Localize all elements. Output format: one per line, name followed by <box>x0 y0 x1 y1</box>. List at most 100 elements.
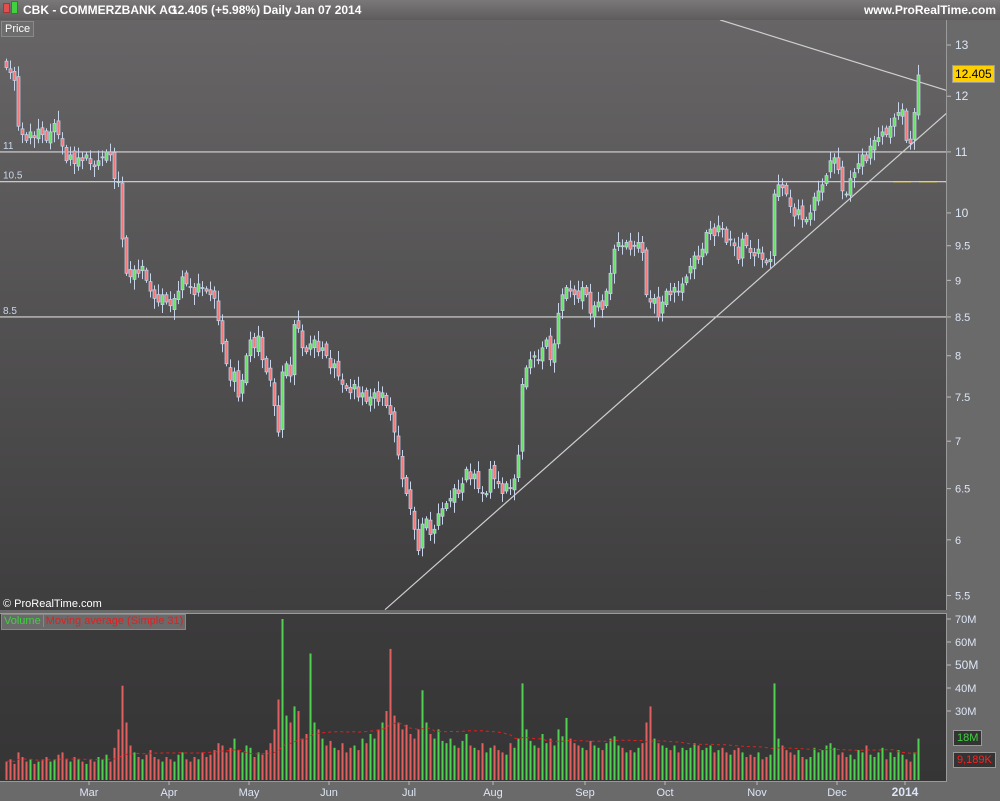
x-axis <box>0 781 947 801</box>
candle-down <box>288 364 293 377</box>
candle-up <box>464 468 469 481</box>
volume-bar <box>105 754 108 780</box>
candle-down <box>12 71 17 81</box>
candle-down <box>208 289 213 296</box>
volume-bar <box>833 747 836 780</box>
price-tick-label: 11 <box>955 145 968 159</box>
volume-bar <box>437 729 440 780</box>
candle-down <box>736 246 741 260</box>
candle-up <box>728 238 733 241</box>
candle-up <box>888 125 893 138</box>
candle-down <box>304 347 309 353</box>
price-tick-label: 7 <box>955 436 961 448</box>
volume-bar <box>209 754 212 780</box>
volume-bar <box>333 747 336 780</box>
candle-down <box>328 357 333 369</box>
volume-bar <box>373 738 376 780</box>
volume-bar <box>745 757 748 780</box>
candle-up <box>676 290 681 293</box>
volume-bar <box>737 747 740 780</box>
volume-bar <box>253 757 256 780</box>
volume-bar <box>909 761 912 780</box>
volume-bar <box>545 743 548 780</box>
volume-bar <box>117 729 120 780</box>
volume-bar <box>153 757 156 780</box>
volume-bar <box>917 738 920 780</box>
candle-up <box>160 294 165 305</box>
volume-bar <box>873 757 876 780</box>
volume-bar <box>697 745 700 780</box>
candle-up <box>852 172 857 178</box>
volume-bar <box>785 750 788 780</box>
brand-link[interactable]: www.ProRealTime.com <box>863 3 996 17</box>
candle-down <box>224 340 229 365</box>
volume-bar <box>197 759 200 780</box>
volume-bar <box>113 747 116 780</box>
price-panel[interactable] <box>0 20 947 610</box>
volume-bar <box>321 738 324 780</box>
candle-up <box>592 305 597 318</box>
volume-bar <box>577 745 580 780</box>
volume-bar <box>565 717 568 780</box>
candle-up <box>48 131 53 144</box>
candle-up <box>768 259 773 262</box>
volume-bar <box>93 761 96 780</box>
candle-up <box>832 157 837 164</box>
volume-bar <box>529 740 532 780</box>
volume-bar <box>449 738 452 780</box>
volume-bar <box>457 747 460 780</box>
candle-up <box>520 384 525 452</box>
volume-bar <box>525 729 528 780</box>
volume-bar <box>89 759 92 780</box>
volume-bar <box>885 759 888 780</box>
volume-bar <box>21 757 24 780</box>
volume-bar <box>773 683 776 780</box>
candle-down <box>192 287 197 296</box>
volume-bar <box>85 763 88 780</box>
candle-down <box>548 335 553 361</box>
candle-down <box>840 166 845 192</box>
volume-tick-label: 60M <box>955 637 976 649</box>
volume-bar <box>837 754 840 780</box>
candle-down <box>480 492 485 494</box>
volume-bar <box>569 738 572 780</box>
candle-up <box>104 151 109 161</box>
volume-bar <box>753 757 756 780</box>
volume-bar <box>109 761 112 780</box>
volume-bar <box>257 752 260 780</box>
volume-bar <box>553 745 556 780</box>
volume-bar <box>629 750 632 780</box>
candle-up <box>420 523 425 549</box>
volume-bar <box>497 750 500 780</box>
level-label: 11 <box>3 141 14 152</box>
candle-down <box>500 483 505 494</box>
volume-bar <box>389 648 392 780</box>
volume-bar <box>633 752 636 780</box>
x-tick-label: Sep <box>575 787 595 799</box>
volume-bar <box>709 745 712 780</box>
candle-up <box>820 184 825 193</box>
candle-down <box>124 237 129 274</box>
candle-up <box>740 238 745 259</box>
volume-bar <box>601 750 604 780</box>
volume-bar <box>305 734 308 780</box>
volume-bar <box>345 752 348 780</box>
volume-bar <box>297 711 300 780</box>
candle-down <box>72 150 77 165</box>
candle-up <box>140 265 145 272</box>
candle-down <box>164 294 169 303</box>
candle-up <box>604 290 609 306</box>
candle-down <box>476 471 481 489</box>
volume-bar <box>353 745 356 780</box>
candle-up <box>872 140 877 151</box>
volume-bar <box>733 750 736 780</box>
volume-bar <box>461 740 464 780</box>
trendline-1 <box>719 20 946 91</box>
volume-bar <box>557 729 560 780</box>
volume-bar <box>41 759 44 780</box>
candle-down <box>184 272 189 285</box>
candle-down <box>148 281 153 292</box>
price-tick-label: 8.5 <box>955 312 970 324</box>
title-bar: CBK - COMMERZBANK AG 12.405 (+5.98%) Dai… <box>0 0 1000 20</box>
candle-up <box>372 392 377 399</box>
